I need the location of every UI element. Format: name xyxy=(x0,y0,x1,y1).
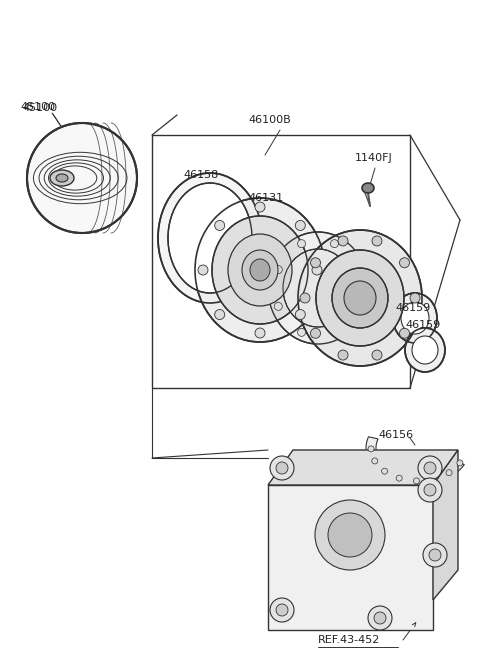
Ellipse shape xyxy=(268,232,368,344)
Text: 46156: 46156 xyxy=(378,430,413,440)
Circle shape xyxy=(311,258,321,268)
Circle shape xyxy=(198,265,208,275)
Circle shape xyxy=(372,458,378,464)
Circle shape xyxy=(295,220,305,230)
Ellipse shape xyxy=(405,328,445,372)
Circle shape xyxy=(298,329,306,337)
Circle shape xyxy=(300,293,310,303)
Circle shape xyxy=(354,302,362,310)
Circle shape xyxy=(276,462,288,474)
Circle shape xyxy=(396,475,402,481)
Circle shape xyxy=(418,456,442,480)
Ellipse shape xyxy=(401,302,429,334)
Circle shape xyxy=(295,310,305,319)
Ellipse shape xyxy=(344,281,376,315)
Circle shape xyxy=(215,220,225,230)
Circle shape xyxy=(429,549,441,561)
Circle shape xyxy=(424,484,436,496)
Circle shape xyxy=(354,266,362,274)
Text: 46100B: 46100B xyxy=(248,115,291,125)
Circle shape xyxy=(255,328,265,338)
Ellipse shape xyxy=(283,249,353,327)
Ellipse shape xyxy=(316,250,404,346)
Circle shape xyxy=(368,606,392,630)
Circle shape xyxy=(330,329,338,337)
Circle shape xyxy=(338,350,348,360)
Circle shape xyxy=(276,604,288,616)
Circle shape xyxy=(446,470,452,476)
Circle shape xyxy=(215,310,225,319)
Circle shape xyxy=(255,202,265,212)
Text: 46158: 46158 xyxy=(183,170,218,180)
PathPatch shape xyxy=(366,437,464,484)
Circle shape xyxy=(410,293,420,303)
Circle shape xyxy=(423,543,447,567)
Ellipse shape xyxy=(56,174,68,182)
Circle shape xyxy=(418,478,442,502)
Text: REF.43-452: REF.43-452 xyxy=(318,635,380,645)
Ellipse shape xyxy=(362,183,374,193)
Ellipse shape xyxy=(228,234,292,306)
Circle shape xyxy=(399,258,409,268)
Text: 45100: 45100 xyxy=(20,102,55,112)
Text: 46131: 46131 xyxy=(248,193,283,203)
Circle shape xyxy=(382,468,388,474)
Circle shape xyxy=(374,612,386,624)
Ellipse shape xyxy=(328,513,372,557)
Polygon shape xyxy=(433,450,458,600)
Circle shape xyxy=(274,302,282,310)
Circle shape xyxy=(372,236,382,246)
Circle shape xyxy=(431,476,437,482)
Ellipse shape xyxy=(158,173,262,303)
Circle shape xyxy=(298,239,306,248)
Circle shape xyxy=(330,239,338,248)
Ellipse shape xyxy=(242,250,278,290)
Circle shape xyxy=(270,598,294,622)
Ellipse shape xyxy=(168,183,252,293)
Text: 46159: 46159 xyxy=(395,303,430,313)
Circle shape xyxy=(372,350,382,360)
Ellipse shape xyxy=(250,259,270,281)
Ellipse shape xyxy=(298,230,422,366)
Circle shape xyxy=(274,266,282,274)
Ellipse shape xyxy=(315,500,385,570)
Ellipse shape xyxy=(412,336,438,364)
Circle shape xyxy=(457,460,463,466)
Text: 46159: 46159 xyxy=(405,320,440,330)
Circle shape xyxy=(311,328,321,338)
Ellipse shape xyxy=(50,170,74,186)
Polygon shape xyxy=(268,485,433,630)
Ellipse shape xyxy=(27,123,137,233)
Circle shape xyxy=(368,446,374,452)
Text: 45100: 45100 xyxy=(22,103,57,113)
Polygon shape xyxy=(268,450,458,485)
Circle shape xyxy=(312,265,322,275)
Circle shape xyxy=(338,236,348,246)
Ellipse shape xyxy=(195,198,325,342)
Ellipse shape xyxy=(212,216,308,324)
Ellipse shape xyxy=(332,268,388,328)
Ellipse shape xyxy=(393,293,437,343)
Circle shape xyxy=(413,478,420,484)
Circle shape xyxy=(424,462,436,474)
Text: 1140FJ: 1140FJ xyxy=(355,153,393,163)
Circle shape xyxy=(399,328,409,338)
Circle shape xyxy=(270,456,294,480)
